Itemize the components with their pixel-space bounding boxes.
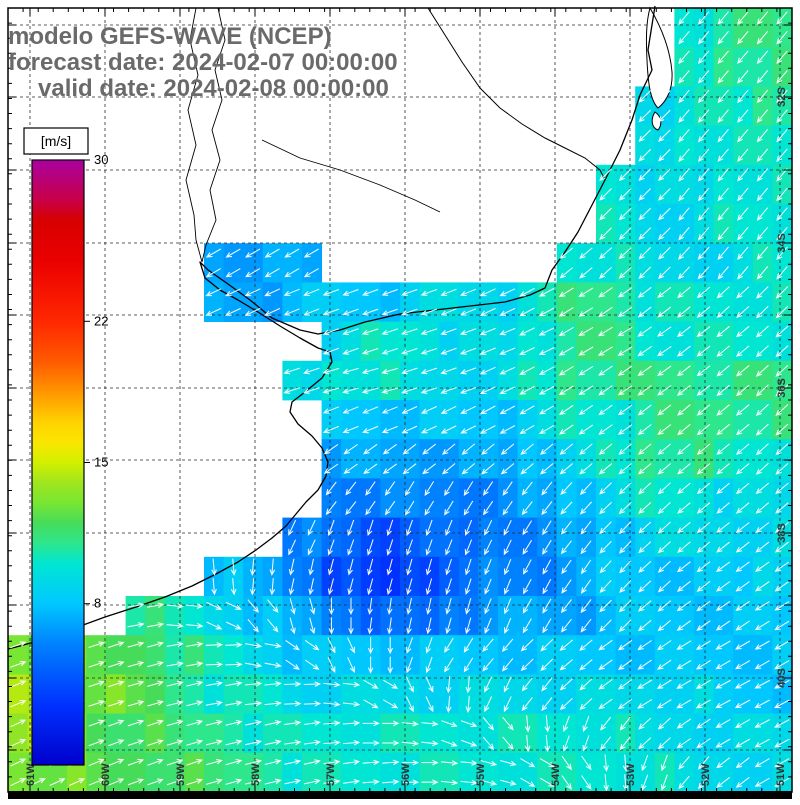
lon-tick-label: 61W	[25, 763, 37, 786]
lagoon-outline	[645, 6, 673, 131]
colorbar-tick-label: 22	[94, 313, 108, 328]
lon-tick-label: 53W	[625, 763, 637, 786]
colorbar-tick-label: 30	[94, 152, 108, 167]
lon-tick-label: 54W	[550, 763, 562, 786]
model-title: modelo GEFS-WAVE (NCEP)	[8, 23, 332, 50]
axis-ticks	[7, 7, 793, 793]
lon-tick-label: 52W	[700, 763, 712, 786]
wind-arrows	[10, 11, 790, 792]
lon-tick-label: 56W	[400, 763, 412, 786]
coastline-layer	[7, 5, 673, 650]
lat-tick-label: 34S	[776, 233, 788, 253]
lat-tick-label: 32S	[776, 87, 788, 107]
lon-tick-label: 57W	[325, 763, 337, 786]
lon-tick-label: 60W	[100, 763, 112, 786]
lon-tick-label: 59W	[175, 763, 187, 786]
axis-labels: 61W 60W 59W 58W 57W 56W 55W 54W 53W 52W 51W 32S 34S 3…	[25, 87, 788, 786]
colorbar: 30 22 15 8 [m/s]	[23, 127, 108, 766]
title-block: modelo GEFS-WAVE (NCEP) forecast date: 2…	[8, 23, 398, 102]
colorbar-unit-box	[23, 127, 89, 155]
bottom-edge-bar	[8, 791, 792, 799]
lon-tick-label: 55W	[475, 763, 487, 786]
lat-tick-label: 40S	[776, 668, 788, 688]
country-border-path	[427, 7, 606, 181]
map-frame	[7, 7, 793, 799]
coastline-path	[7, 5, 656, 650]
river-path	[261, 139, 441, 213]
lat-tick-label: 38S	[776, 523, 788, 543]
lon-tick-label: 51W	[775, 763, 787, 786]
river-path	[185, 7, 203, 263]
colorbar-unit-label: [m/s]	[41, 133, 71, 149]
lat-tick-label: 36S	[776, 378, 788, 398]
valid-date: valid date: 2024-02-08 00:00:00	[38, 75, 389, 102]
forecast-date: forecast date: 2024-02-07 00:00:00	[8, 49, 398, 76]
colorbar-gradient	[31, 159, 85, 766]
river-path	[201, 7, 226, 263]
colorbar-tick-label: 15	[94, 455, 108, 470]
lon-tick-label: 58W	[250, 763, 262, 786]
latlon-gridlines	[8, 8, 792, 792]
wind-arrow-glyphs	[10, 11, 790, 792]
colorbar-tick-label: 8	[94, 596, 101, 611]
wind-speed-field	[8, 8, 793, 793]
